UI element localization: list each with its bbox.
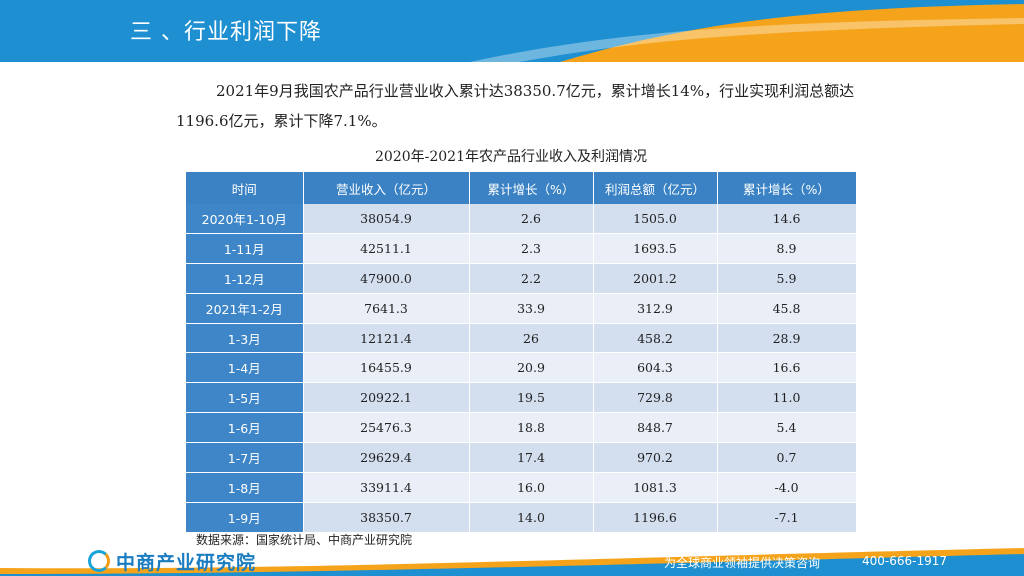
- profit-growth-cell: 45.8: [717, 293, 857, 324]
- profit-cell: 970.2: [593, 442, 718, 474]
- column-header: 累计增长（%）: [717, 172, 857, 204]
- revenue-cell: 33911.4: [303, 472, 470, 503]
- revenue-cell: 38350.7: [303, 502, 470, 533]
- period-cell: 1-5月: [186, 382, 304, 414]
- table-row: 1-5月 20922.1 19.5 729.8 11.0: [186, 382, 857, 414]
- revenue-cell: 12121.4: [303, 323, 470, 354]
- period-cell: 1-3月: [186, 323, 304, 354]
- profit-growth-cell: 5.9: [717, 263, 857, 294]
- profit-growth-cell: 11.0: [717, 382, 857, 414]
- table-row: 1-4月 16455.9 20.9 604.3 16.6: [186, 352, 857, 384]
- period-cell: 1-11月: [186, 233, 304, 264]
- revenue-growth-cell: 18.8: [469, 412, 594, 444]
- profit-growth-cell: 8.9: [717, 233, 857, 264]
- profit-growth-cell: 28.9: [717, 323, 857, 354]
- profit-growth-cell: 0.7: [717, 442, 857, 474]
- revenue-growth-cell: 17.4: [469, 442, 594, 474]
- period-cell: 1-6月: [186, 412, 304, 444]
- period-cell: 1-7月: [186, 442, 304, 474]
- table-row: 2020年1-10月 38054.9 2.6 1505.0 14.6: [186, 204, 857, 234]
- revenue-cell: 29629.4: [303, 442, 470, 474]
- column-header: 累计增长（%）: [469, 172, 594, 204]
- period-cell: 1-12月: [186, 263, 304, 294]
- table-row: 1-7月 29629.4 17.4 970.2 0.7: [186, 442, 857, 474]
- revenue-cell: 47900.0: [303, 263, 470, 294]
- period-cell: 1-8月: [186, 472, 304, 503]
- header-background: [0, 0, 1024, 62]
- revenue-growth-cell: 19.5: [469, 382, 594, 414]
- profit-cell: 729.8: [593, 382, 718, 414]
- profit-growth-cell: 14.6: [717, 204, 857, 234]
- revenue-growth-cell: 2.6: [469, 204, 594, 234]
- table-caption: 2020年-2021年农产品行业收入及利润情况: [375, 149, 647, 165]
- footer-slogan: 为全球商业领袖提供决策咨询: [664, 556, 821, 570]
- profit-growth-cell: -7.1: [717, 502, 857, 533]
- revenue-growth-cell: 14.0: [469, 502, 594, 533]
- revenue-cell: 38054.9: [303, 204, 470, 234]
- revenue-growth-cell: 16.0: [469, 472, 594, 503]
- profit-cell: 1505.0: [593, 204, 718, 234]
- profit-cell: 2001.2: [593, 263, 718, 294]
- profit-cell: 1081.3: [593, 472, 718, 503]
- footer-phone: 400-666-1917: [862, 554, 948, 568]
- data-source-note: 数据来源：国家统计局、中商产业研究院: [196, 533, 413, 547]
- revenue-growth-cell: 2.3: [469, 233, 594, 264]
- table-row: 1-11月 42511.1 2.3 1693.5 8.9: [186, 233, 857, 264]
- table-row: 1-6月 25476.3 18.8 848.7 5.4: [186, 412, 857, 444]
- profit-growth-cell: 16.6: [717, 352, 857, 384]
- intro-paragraph: 2021年9月我国农产品行业营业收入累计达38350.7亿元，累计增长14%，行…: [176, 76, 896, 136]
- brand-logo: 中商产业研究院: [88, 548, 256, 574]
- data-table: 时间 营业收入（亿元） 累计增长（%） 利润总额（亿元） 累计增长（%） 202…: [186, 172, 857, 533]
- logo-icon: [88, 550, 110, 572]
- period-cell: 1-4月: [186, 352, 304, 384]
- profit-growth-cell: 5.4: [717, 412, 857, 444]
- footer-bar: [0, 546, 1024, 576]
- footer-background: [0, 548, 1024, 576]
- table-header-row: 时间 营业收入（亿元） 累计增长（%） 利润总额（亿元） 累计增长（%）: [186, 172, 857, 204]
- table-row: 1-12月 47900.0 2.2 2001.2 5.9: [186, 263, 857, 294]
- revenue-cell: 42511.1: [303, 233, 470, 264]
- period-cell: 2021年1-2月: [186, 293, 304, 324]
- profit-cell: 848.7: [593, 412, 718, 444]
- revenue-growth-cell: 20.9: [469, 352, 594, 384]
- profit-cell: 458.2: [593, 323, 718, 354]
- profit-cell: 312.9: [593, 293, 718, 324]
- header-bar: 三 、行业利润下降: [0, 0, 1024, 62]
- column-header: 利润总额（亿元）: [593, 172, 718, 204]
- period-cell: 1-9月: [186, 502, 304, 533]
- profit-cell: 1196.6: [593, 502, 718, 533]
- revenue-growth-cell: 26: [469, 323, 594, 354]
- table-row: 1-9月 38350.7 14.0 1196.6 -7.1: [186, 502, 857, 533]
- logo-text: 中商产业研究院: [116, 551, 257, 574]
- page-title: 三 、行业利润下降: [130, 20, 322, 45]
- revenue-cell: 20922.1: [303, 382, 470, 414]
- intro-text: 2021年9月我国农产品行业营业收入累计达38350.7亿元，累计增长14%，行…: [176, 82, 855, 130]
- table-row: 1-8月 33911.4 16.0 1081.3 -4.0: [186, 472, 857, 503]
- revenue-growth-cell: 33.9: [469, 293, 594, 324]
- profit-cell: 604.3: [593, 352, 718, 384]
- table-row: 2021年1-2月 7641.3 33.9 312.9 45.8: [186, 293, 857, 324]
- profit-cell: 1693.5: [593, 233, 718, 264]
- profit-growth-cell: -4.0: [717, 472, 857, 503]
- revenue-cell: 7641.3: [303, 293, 470, 324]
- revenue-cell: 25476.3: [303, 412, 470, 444]
- period-cell: 2020年1-10月: [186, 204, 304, 234]
- column-header: 营业收入（亿元）: [303, 172, 470, 204]
- column-header: 时间: [186, 172, 304, 204]
- revenue-growth-cell: 2.2: [469, 263, 594, 294]
- table-row: 1-3月 12121.4 26 458.2 28.9: [186, 323, 857, 354]
- revenue-cell: 16455.9: [303, 352, 470, 384]
